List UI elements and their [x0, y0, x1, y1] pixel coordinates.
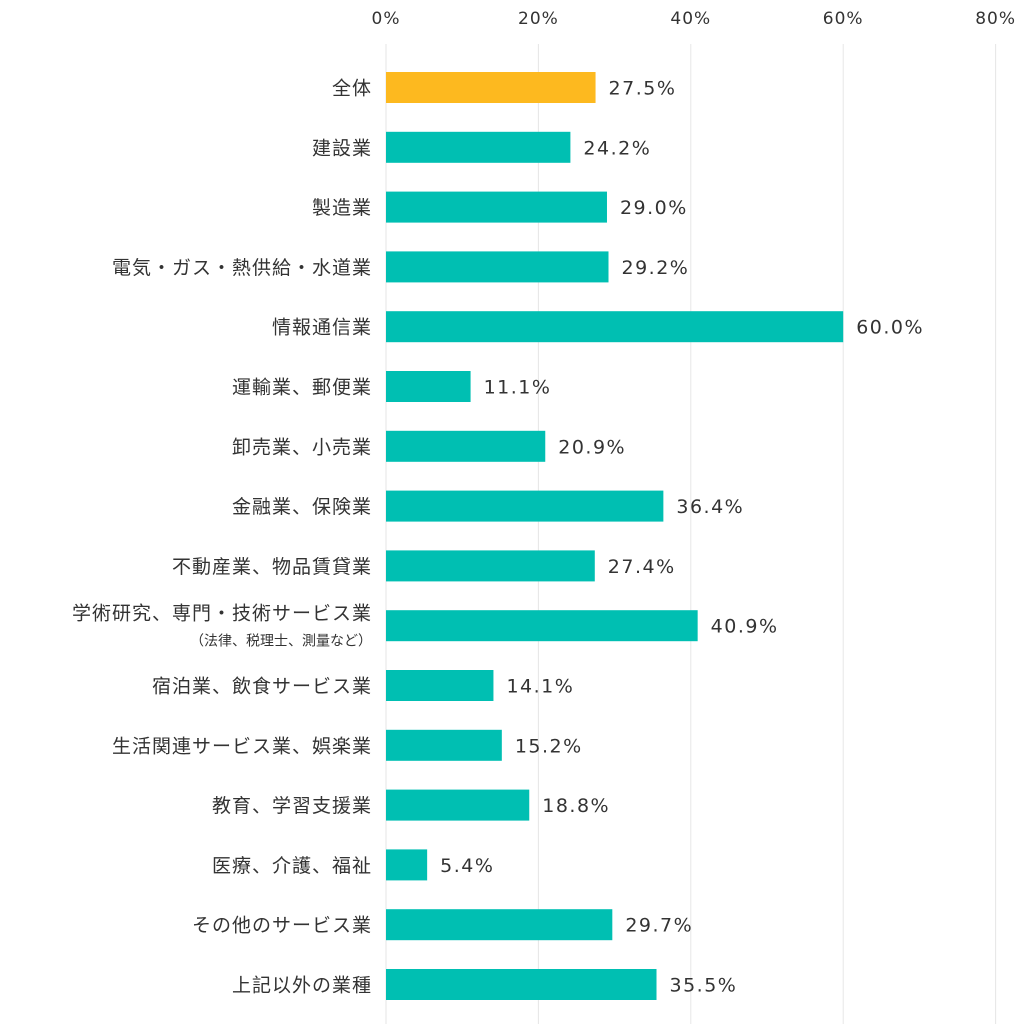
bar	[386, 131, 571, 163]
bar	[386, 550, 595, 582]
category-label: 不動産業、物品賃貸業	[172, 556, 372, 578]
value-label: 29.0%	[620, 197, 688, 219]
bar	[386, 490, 664, 522]
bar	[386, 849, 428, 881]
value-label: 18.8%	[542, 795, 610, 817]
category-label: 建設業	[312, 137, 372, 159]
category-label: 情報通信業	[272, 317, 372, 339]
x-tick-label: 40%	[670, 9, 711, 29]
bar	[386, 251, 609, 283]
value-label: 11.1%	[484, 377, 552, 399]
value-label: 29.7%	[625, 915, 693, 937]
bar	[386, 430, 546, 462]
category-label: 生活関連サービス業、娯楽業	[112, 735, 372, 757]
bar-highlight	[386, 72, 596, 103]
category-label: 全体	[332, 78, 372, 100]
category-label: 学術研究、専門・技術サービス業	[72, 603, 372, 625]
category-label: 教育、学習支援業	[212, 795, 372, 817]
value-label: 20.9%	[558, 436, 626, 458]
bar	[386, 670, 494, 701]
value-label: 24.2%	[583, 137, 651, 159]
category-label: 製造業	[312, 197, 372, 219]
category-label: 卸売業、小売業	[232, 436, 372, 458]
category-label: 金融業、保険業	[232, 496, 372, 518]
bar	[386, 969, 657, 1000]
grid-lines	[385, 44, 997, 1024]
bar	[386, 909, 613, 941]
category-label: 医療、介護、福祉	[212, 855, 372, 877]
category-sublabel: （法律、税理士、測量など）	[190, 634, 372, 650]
value-label: 27.5%	[609, 78, 677, 100]
category-label: 運輸業、郵便業	[232, 377, 372, 399]
bar	[386, 371, 471, 402]
value-label: 5.4%	[440, 855, 494, 877]
value-labels: 27.5% 24.2% 29.0% 29.2% 60.0% 11.1% 20.9% 36.4%…	[440, 78, 924, 997]
bar	[386, 729, 502, 761]
category-label: 上記以外の業種	[232, 975, 372, 997]
bar	[386, 191, 607, 223]
value-label: 36.4%	[676, 496, 744, 518]
x-tick-label: 80%	[975, 9, 1016, 29]
value-label: 35.5%	[670, 975, 738, 997]
value-label: 27.4%	[608, 556, 676, 578]
value-label: 40.9%	[711, 616, 779, 638]
bar	[386, 311, 844, 343]
x-tick-label: 60%	[823, 9, 864, 29]
value-label: 60.0%	[856, 317, 924, 339]
value-label: 29.2%	[622, 257, 690, 279]
x-tick-label: 20%	[518, 9, 559, 29]
bars	[386, 72, 844, 1000]
category-label: その他のサービス業	[192, 915, 372, 937]
x-axis-ticks: 0% 20% 40% 60% 80%	[372, 9, 1016, 29]
value-label: 14.1%	[506, 676, 574, 698]
category-label: 宿泊業、飲食サービス業	[152, 676, 372, 698]
bar	[386, 610, 698, 642]
bar	[386, 789, 530, 821]
category-labels: 全体建設業製造業電気・ガス・熱供給・水道業情報通信業運輸業、郵便業卸売業、小売業…	[72, 78, 372, 997]
x-tick-label: 0%	[372, 9, 401, 29]
value-label: 15.2%	[515, 735, 583, 757]
category-label: 電気・ガス・熱供給・水道業	[112, 257, 372, 279]
